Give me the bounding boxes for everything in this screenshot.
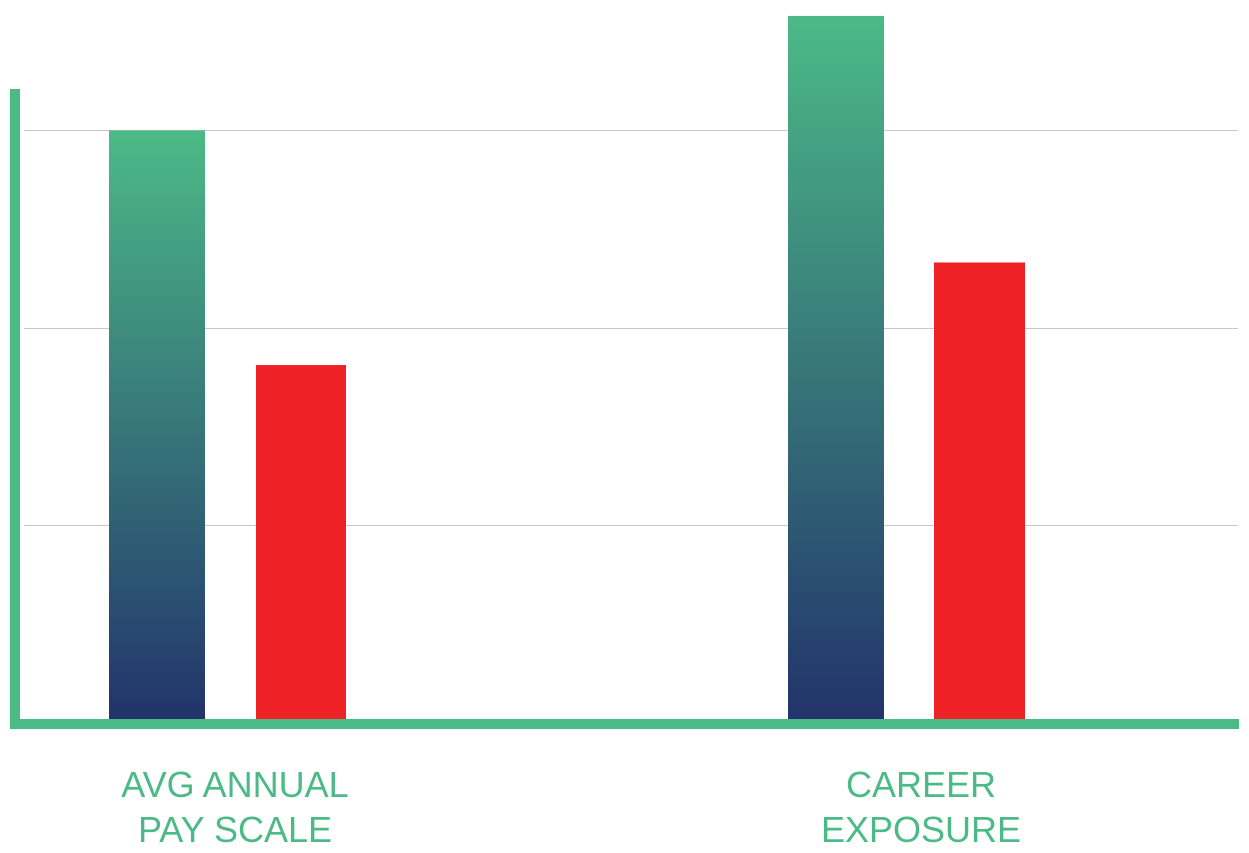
bar-series1-category1	[109, 130, 205, 723]
category-label-avg-annual-pay-scale: AVG ANNUAL PAY SCALE	[35, 762, 435, 852]
bar-series1-category2	[788, 15, 884, 722]
x-axis-line	[10, 719, 1239, 729]
category-label-line: EXPOSURE	[820, 809, 1022, 850]
axes	[10, 89, 1239, 729]
bar-series2-category1	[256, 365, 346, 722]
bars	[109, 15, 1025, 723]
category-label-career-exposure: CAREER EXPOSURE	[721, 762, 1121, 852]
y-axis-line	[10, 89, 20, 728]
category-label-line: AVG ANNUAL	[121, 764, 349, 805]
gridlines	[24, 130, 1238, 526]
category-label-line: CAREER	[845, 764, 997, 805]
bar-series2-category2	[934, 262, 1025, 722]
category-label-line: PAY SCALE	[137, 809, 333, 850]
